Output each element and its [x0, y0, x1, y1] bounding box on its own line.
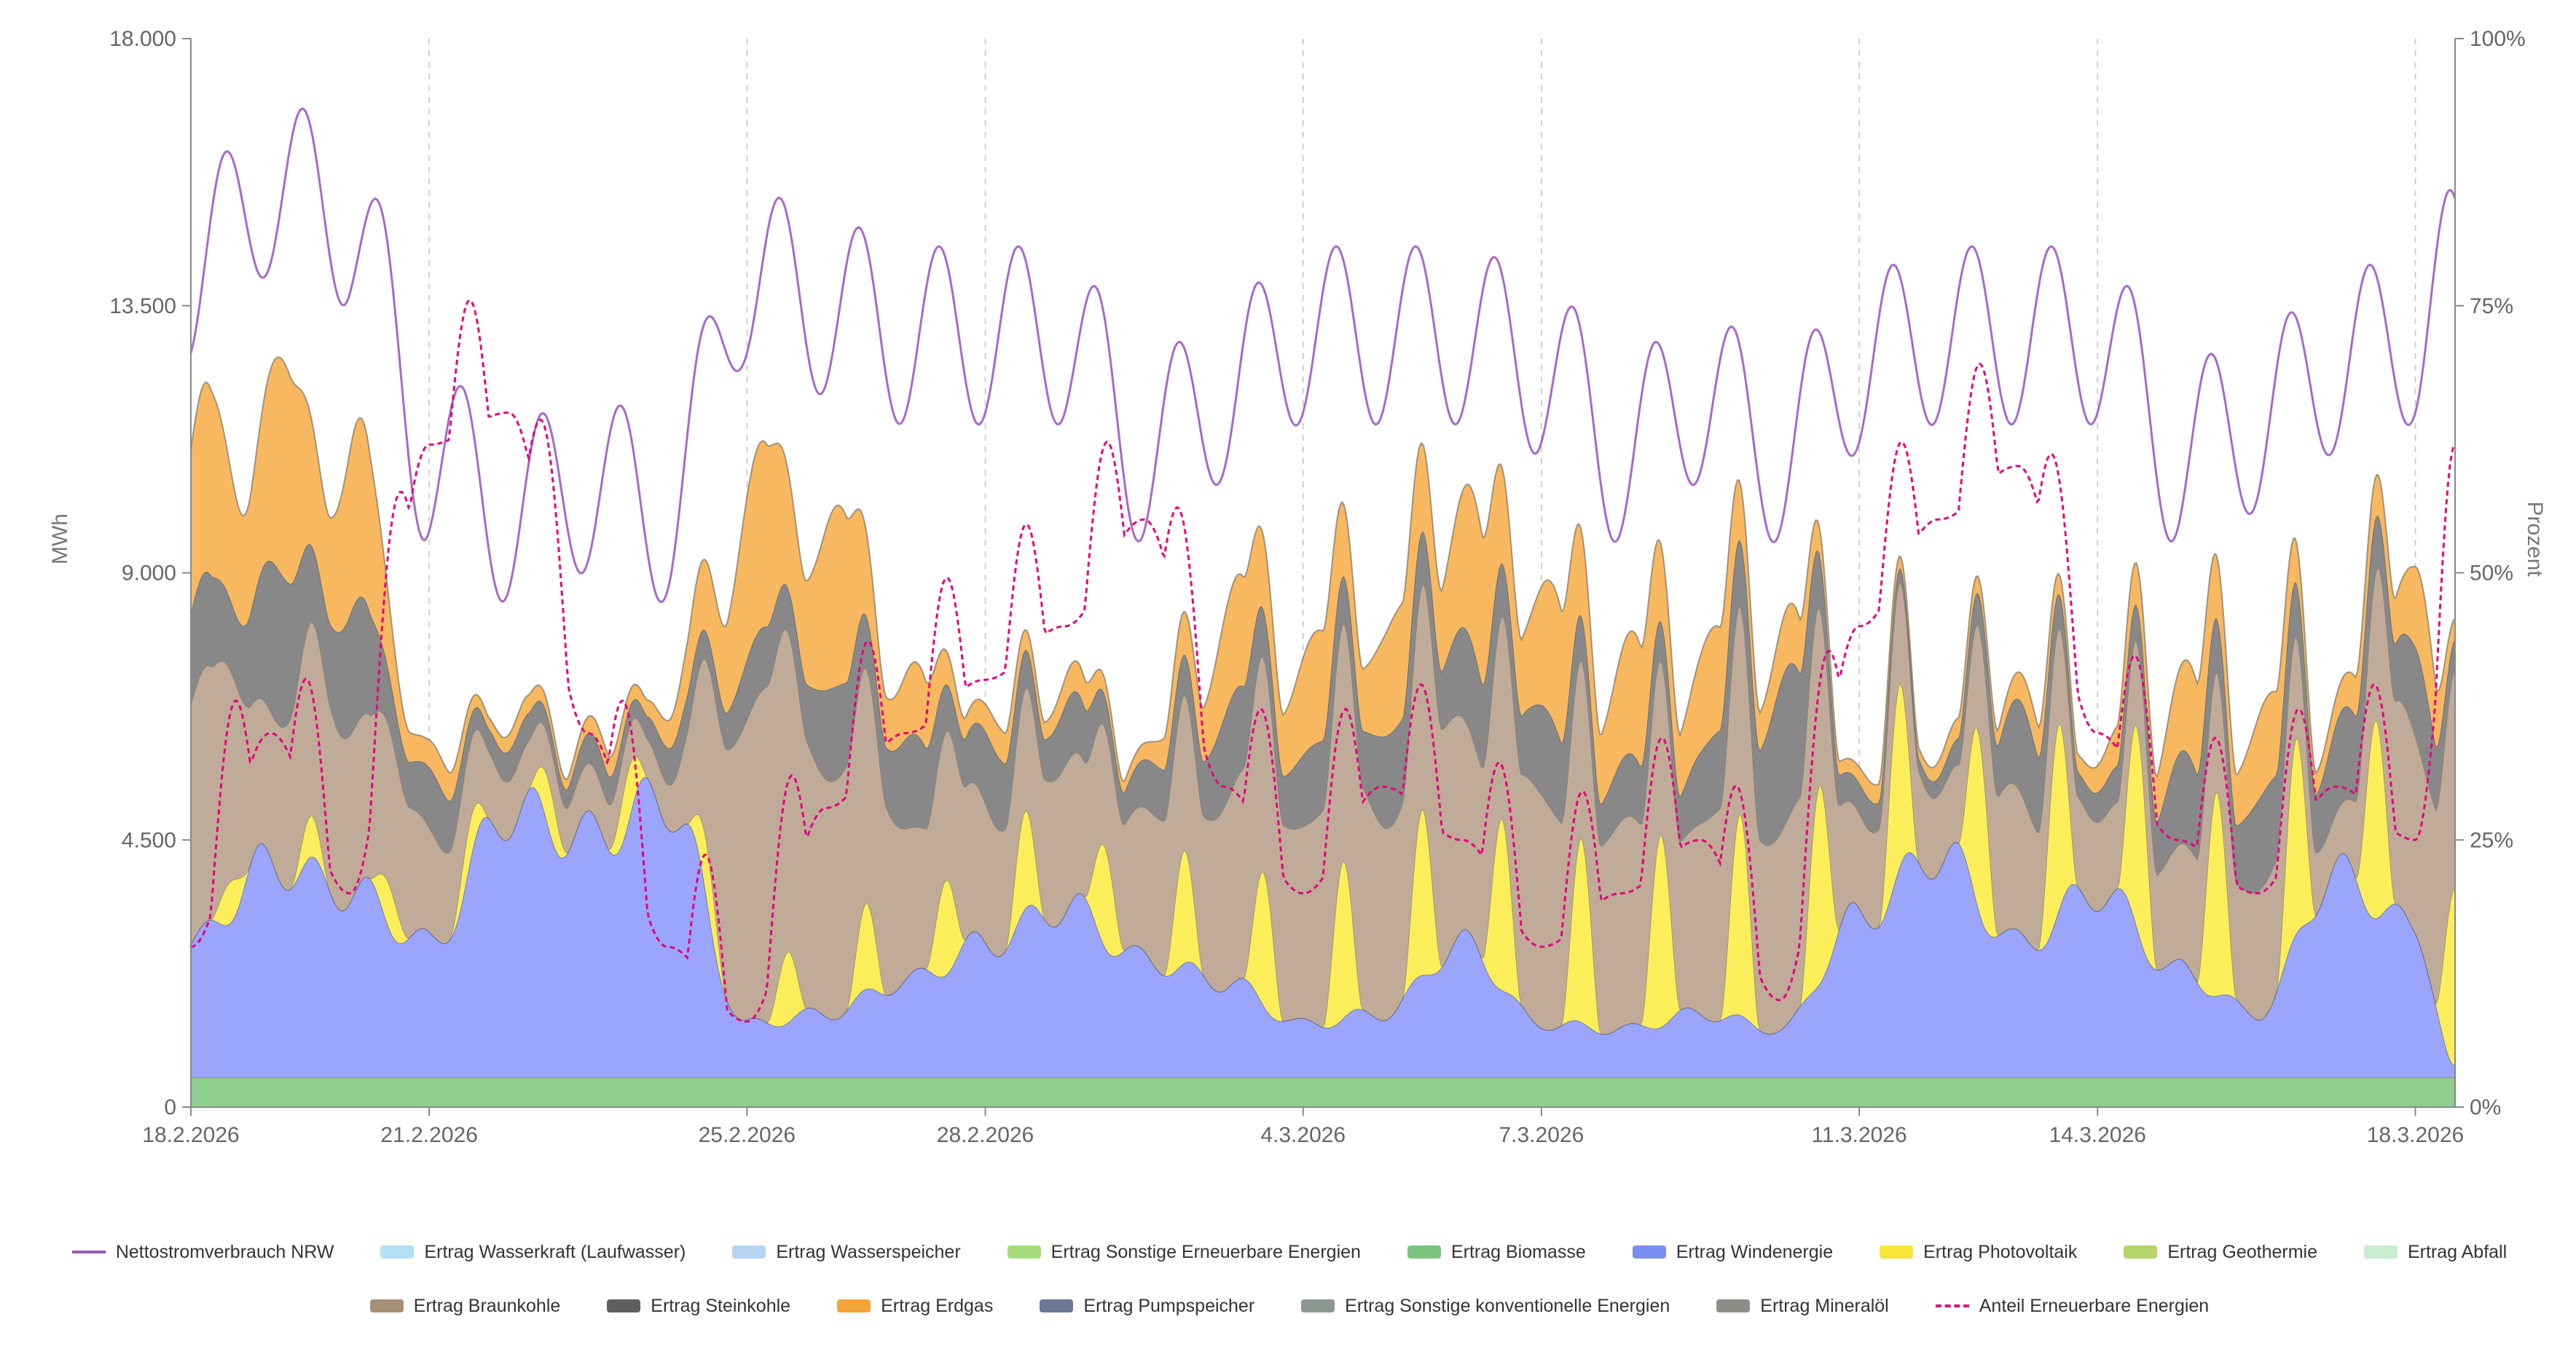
area-gas-edge: [190, 356, 2456, 786]
legend-swatch: [1935, 1304, 1969, 1307]
axes: 18.2.2026 21.2.2026 25.2.2026 28.2.2026 4.3.…: [109, 27, 2526, 1147]
legend-swatch: [1301, 1299, 1335, 1312]
legend-item[interactable]: Ertrag Braunkohle: [369, 1295, 561, 1317]
area-gas: [191, 357, 2455, 826]
x-tick-label: 18.3.2026: [2367, 1123, 2464, 1147]
line-renewable-share: [190, 299, 2457, 1023]
legend-item[interactable]: Ertrag Geothermie: [2124, 1242, 2317, 1263]
legend-row-1: Nettostromverbrauch NRW Ertrag Wasserkraf…: [44, 1238, 2535, 1266]
legend-label: Ertrag Sonstige Erneuerbare Energien: [1051, 1241, 1361, 1262]
legend-label: Ertrag Photovoltaik: [1923, 1241, 2078, 1262]
legend-item[interactable]: Ertrag Windenergie: [1632, 1241, 1834, 1263]
legend-label: Ertrag Pumpspeicher: [1083, 1295, 1255, 1316]
legend-label: Ertrag Wasserkraft (Laufwasser): [424, 1241, 686, 1262]
line-consumption: [189, 107, 2457, 604]
y-left-axis-title: MWh: [48, 513, 72, 564]
legend-swatch: [607, 1299, 641, 1312]
legend-label: Ertrag Abfall: [2407, 1241, 2508, 1262]
legend-swatch: [1632, 1245, 1666, 1259]
legend-label: Ertrag Sonstige konventionelle Energien: [1345, 1295, 1670, 1316]
legend-item[interactable]: Ertrag Sonstige konventionelle Energien: [1301, 1296, 1670, 1317]
legend-item[interactable]: Ertrag Wasserkraft (Laufwasser): [380, 1242, 686, 1263]
legend-swatch: [71, 1251, 106, 1253]
legend-swatch: [1880, 1245, 1914, 1259]
legend-item[interactable]: Ertrag Mineralöl: [1716, 1295, 1889, 1317]
y-left-tick-label: 0: [164, 1095, 176, 1119]
legend-item[interactable]: Ertrag Pumpspeicher: [1040, 1296, 1254, 1317]
legend-swatch: [1407, 1245, 1441, 1259]
y-right-tick-label: 75%: [2470, 294, 2513, 318]
x-tick-label: 28.2.2026: [937, 1123, 1034, 1147]
y-right-axis-title: Prozent: [2523, 501, 2547, 577]
legend-label: Anteil Erneuerbare Energien: [1979, 1295, 2210, 1316]
legend-item[interactable]: Ertrag Steinkohle: [607, 1296, 790, 1317]
stacked-areas: [190, 356, 2456, 1107]
area-wind: [191, 776, 2455, 1078]
x-tick-label: 25.2.2026: [699, 1123, 796, 1147]
x-tick-label: 4.3.2026: [1260, 1123, 1346, 1147]
legend-label: Ertrag Wasserspeicher: [776, 1241, 961, 1262]
x-tick-label: 18.2.2026: [142, 1123, 239, 1147]
legend-item[interactable]: Ertrag Biomasse: [1407, 1242, 1586, 1263]
legend-label: Ertrag Biomasse: [1450, 1241, 1586, 1262]
legend-swatch: [2124, 1245, 2158, 1259]
y-left-tick-label: 18.000: [109, 27, 176, 51]
x-tick-label: 11.3.2026: [1811, 1123, 1907, 1147]
legend-label: Ertrag Geothermie: [2167, 1241, 2317, 1262]
legend-label: Nettostromverbrauch NRW: [115, 1241, 334, 1262]
y-left-tick-label: 9.000: [122, 562, 176, 586]
legend-swatch: [369, 1299, 404, 1312]
legend-label: Ertrag Mineralöl: [1760, 1295, 1889, 1316]
legend-label: Ertrag Braunkohle: [413, 1295, 561, 1316]
legend-label: Ertrag Erdgas: [881, 1295, 994, 1316]
x-tick-label: 7.3.2026: [1499, 1123, 1585, 1147]
legend-item[interactable]: Ertrag Abfall: [2363, 1241, 2508, 1263]
area-biomass: [191, 1077, 2455, 1107]
legend-label: Ertrag Steinkohle: [651, 1295, 791, 1316]
y-right-tick-label: 50%: [2470, 562, 2513, 586]
legend: Nettostromverbrauch NRW Ertrag Wasserkraf…: [44, 1238, 2535, 1346]
y-right-tick-label: 25%: [2470, 828, 2513, 852]
x-tick-label: 21.2.2026: [380, 1123, 477, 1147]
y-left-tick-label: 4.500: [122, 828, 176, 852]
legend-label: Ertrag Windenergie: [1676, 1241, 1834, 1262]
legend-swatch: [1007, 1245, 1041, 1259]
y-left-tick-label: 13.500: [109, 294, 176, 318]
legend-swatch: [837, 1299, 871, 1312]
legend-swatch: [1716, 1299, 1751, 1312]
legend-swatch: [380, 1245, 415, 1259]
legend-item[interactable]: Nettostromverbrauch NRW: [71, 1241, 334, 1263]
area-lignite: [191, 567, 2455, 1034]
y-right-tick-label: 100%: [2470, 27, 2526, 51]
legend-swatch: [1040, 1299, 1074, 1312]
legend-row-2: Ertrag Braunkohle Ertrag Steinkohle Ertrag…: [44, 1292, 2535, 1320]
legend-item[interactable]: Ertrag Erdgas: [837, 1296, 993, 1317]
legend-swatch: [732, 1245, 766, 1259]
x-tick-label: 14.3.2026: [2049, 1123, 2146, 1147]
y-right-tick-label: 0%: [2470, 1095, 2501, 1119]
legend-item[interactable]: Ertrag Wasserspeicher: [732, 1241, 961, 1263]
legend-item[interactable]: Ertrag Photovoltaik: [1880, 1242, 2077, 1263]
series-lines: [189, 107, 2457, 1023]
legend-swatch: [2363, 1245, 2398, 1259]
legend-item[interactable]: Anteil Erneuerbare Energien: [1935, 1295, 2210, 1317]
legend-item[interactable]: Ertrag Sonstige Erneuerbare Energien: [1007, 1241, 1361, 1263]
